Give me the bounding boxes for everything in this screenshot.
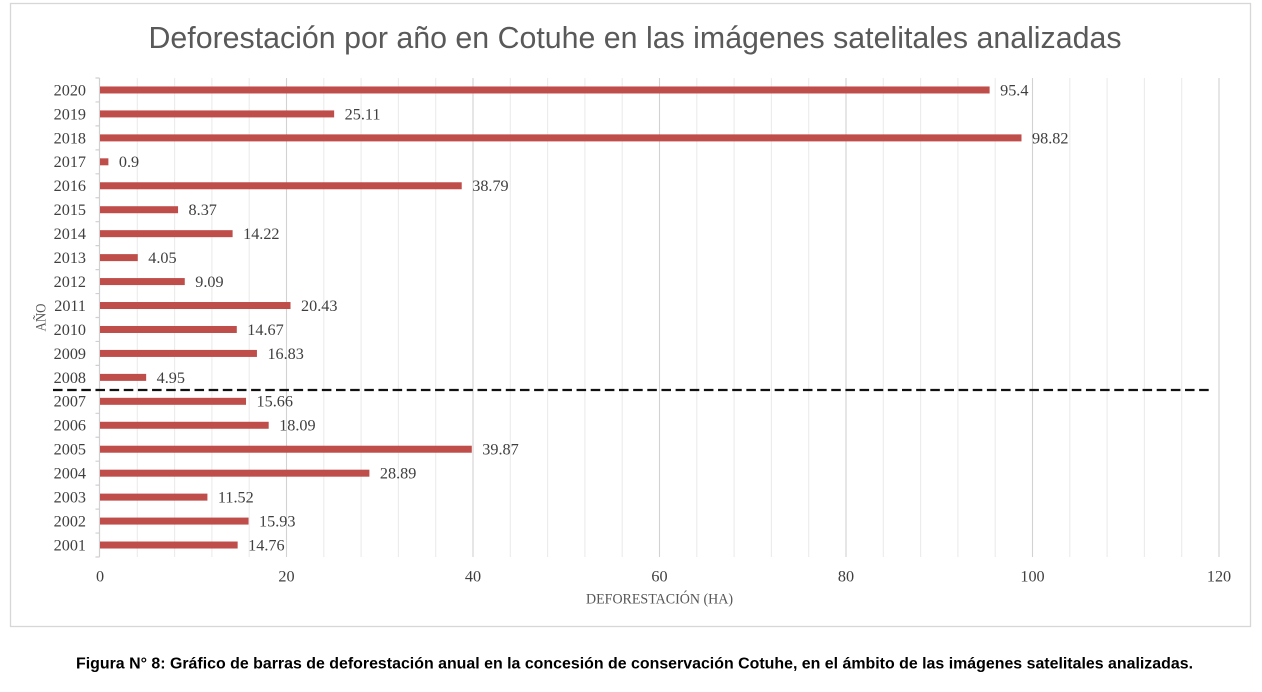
svg-text:2011: 2011 <box>54 297 86 315</box>
svg-text:98.82: 98.82 <box>1032 129 1068 147</box>
svg-text:16.83: 16.83 <box>267 345 303 363</box>
svg-text:18.09: 18.09 <box>279 417 315 435</box>
svg-text:2016: 2016 <box>54 177 86 195</box>
svg-text:2001: 2001 <box>54 536 86 554</box>
svg-text:0: 0 <box>96 568 104 586</box>
svg-text:25.11: 25.11 <box>345 105 381 123</box>
svg-text:60: 60 <box>651 568 667 586</box>
svg-text:2017: 2017 <box>54 153 86 171</box>
svg-text:2019: 2019 <box>54 105 86 123</box>
svg-text:40: 40 <box>465 568 481 586</box>
svg-text:2015: 2015 <box>54 201 86 219</box>
svg-text:39.87: 39.87 <box>482 441 518 459</box>
svg-text:38.79: 38.79 <box>472 177 508 195</box>
svg-text:2007: 2007 <box>54 393 86 411</box>
svg-text:15.93: 15.93 <box>259 512 295 530</box>
svg-text:28.89: 28.89 <box>380 465 416 483</box>
svg-text:2006: 2006 <box>54 417 86 435</box>
svg-text:100: 100 <box>1020 568 1044 586</box>
svg-text:2002: 2002 <box>54 512 86 530</box>
svg-text:20.43: 20.43 <box>301 297 337 315</box>
svg-text:14.76: 14.76 <box>248 536 284 554</box>
svg-text:80: 80 <box>838 568 854 586</box>
svg-text:4.95: 4.95 <box>157 369 185 387</box>
svg-text:14.22: 14.22 <box>243 225 279 243</box>
svg-text:2003: 2003 <box>54 489 86 507</box>
svg-text:2005: 2005 <box>54 441 86 459</box>
svg-text:8.37: 8.37 <box>189 201 217 219</box>
svg-text:95.4: 95.4 <box>1000 81 1028 99</box>
svg-text:2020: 2020 <box>54 81 86 99</box>
svg-text:Deforestación por año en Cotuh: Deforestación por año en Cotuhe en las i… <box>149 20 1122 55</box>
svg-text:Figura N° 8: Gráfico de barras: Figura N° 8: Gráfico de barras de defore… <box>76 656 1193 673</box>
svg-text:2004: 2004 <box>54 465 86 483</box>
svg-text:2014: 2014 <box>54 225 86 243</box>
svg-text:20: 20 <box>278 568 294 586</box>
svg-text:2009: 2009 <box>54 345 86 363</box>
svg-text:2010: 2010 <box>54 321 86 339</box>
svg-text:9.09: 9.09 <box>195 273 223 291</box>
svg-text:120: 120 <box>1207 568 1231 586</box>
svg-text:2012: 2012 <box>54 273 86 291</box>
svg-text:2013: 2013 <box>54 249 86 267</box>
svg-text:4.05: 4.05 <box>148 249 176 267</box>
svg-text:0.9: 0.9 <box>119 153 139 171</box>
svg-text:2018: 2018 <box>54 129 86 147</box>
svg-text:15.66: 15.66 <box>257 393 293 411</box>
svg-text:2008: 2008 <box>54 369 86 387</box>
svg-text:DEFORESTACIÓN (HA): DEFORESTACIÓN (HA) <box>586 591 733 608</box>
svg-text:AÑO: AÑO <box>33 303 50 331</box>
svg-text:14.67: 14.67 <box>247 321 283 339</box>
svg-text:11.52: 11.52 <box>218 489 254 507</box>
